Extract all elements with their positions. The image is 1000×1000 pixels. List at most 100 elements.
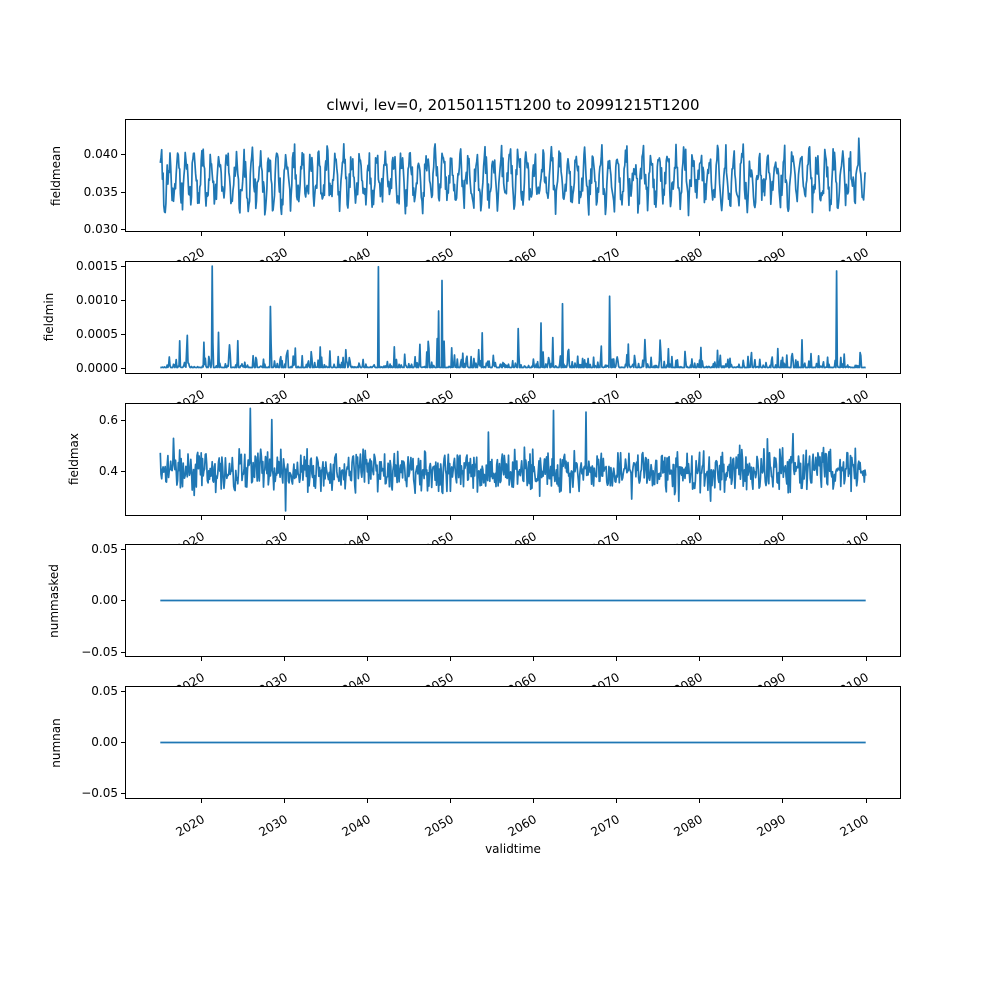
x-tick-label: 2070 [588, 386, 622, 415]
x-tick-mark [782, 232, 784, 236]
y-tick-mark [121, 419, 125, 421]
line-series-fieldmax [159, 407, 867, 512]
x-tick-label: 2080 [671, 245, 705, 273]
x-tick-mark [782, 373, 784, 378]
x-tick-label: 2020 [173, 528, 207, 556]
y-tick-mark [121, 742, 125, 743]
x-tick-label: 2090 [754, 812, 788, 840]
x-tick-label: 2020 [173, 670, 207, 698]
y-tick-mark [121, 191, 125, 193]
x-axis-label: validtime [485, 842, 541, 856]
x-tick-mark [616, 373, 618, 378]
x-tick-mark [699, 232, 701, 236]
y-axis-label-fieldmin: fieldmin [42, 292, 56, 342]
x-tick-label: 2080 [671, 670, 705, 698]
x-tick-mark [284, 515, 286, 520]
x-tick-label: 2030 [256, 245, 290, 273]
y-tick-label: −0.05 [81, 644, 118, 659]
x-tick-mark [367, 657, 369, 662]
y-tick-mark [121, 229, 125, 231]
y-axis-label-fieldmean: fieldmean [49, 145, 63, 206]
x-tick-label: 2100 [837, 528, 872, 556]
x-tick-mark [367, 232, 369, 236]
x-tick-mark [367, 799, 369, 803]
x-tick-label: 2040 [339, 245, 373, 273]
x-tick-mark [284, 799, 286, 803]
x-tick-label: 2070 [588, 670, 622, 698]
x-tick-label: 2040 [339, 528, 373, 556]
y-tick-mark [121, 600, 125, 602]
x-tick-label: 2020 [173, 245, 207, 273]
x-tick-mark [533, 515, 535, 520]
x-tick-mark [616, 232, 618, 236]
line-series-fieldmin [160, 265, 866, 369]
x-tick-label: 2090 [754, 386, 788, 415]
x-tick-mark [699, 515, 701, 520]
x-tick-mark [699, 799, 701, 803]
y-tick-label: 0.05 [91, 683, 118, 698]
x-tick-mark [865, 232, 867, 236]
y-tick-mark [121, 153, 125, 155]
figure-title: clwvi, lev=0, 20150115T1200 to 20991215T… [326, 96, 700, 114]
y-tick-label: 0.0000 [76, 361, 118, 376]
x-tick-label: 2030 [256, 670, 290, 698]
x-tick-mark [450, 799, 452, 803]
y-tick-mark [121, 368, 125, 370]
x-tick-mark [450, 373, 452, 378]
y-tick-label: 0.0005 [76, 327, 118, 342]
y-tick-label: 0.00 [91, 735, 118, 749]
x-tick-mark [367, 373, 369, 378]
x-tick-mark [533, 799, 535, 803]
y-tick-mark [121, 548, 125, 550]
x-tick-mark [201, 515, 202, 520]
y-axis-label-numnan: numnan [49, 717, 63, 768]
x-tick-mark [284, 232, 286, 236]
x-tick-label: 2070 [588, 245, 622, 273]
x-tick-label: 2050 [422, 245, 456, 273]
x-tick-label: 2100 [837, 386, 872, 415]
x-tick-label: 2050 [422, 670, 456, 698]
x-tick-mark [782, 515, 784, 520]
x-tick-label: 2050 [422, 812, 456, 840]
y-tick-label: −0.05 [81, 786, 118, 801]
y-tick-label: 0.0010 [76, 293, 118, 308]
x-tick-mark [865, 799, 867, 803]
y-tick-mark [121, 266, 125, 268]
x-tick-mark [284, 373, 286, 378]
y-tick-label: 0.035 [83, 184, 118, 199]
x-tick-mark [367, 515, 369, 520]
x-tick-mark [201, 373, 202, 378]
x-tick-label: 2060 [505, 812, 539, 840]
x-tick-label: 2060 [505, 245, 539, 273]
y-tick-mark [121, 334, 125, 336]
y-tick-label: 0.00 [91, 593, 118, 608]
x-tick-label: 2060 [505, 528, 539, 556]
x-tick-mark [201, 232, 202, 236]
x-tick-mark [616, 657, 618, 662]
x-tick-label: 2070 [588, 528, 622, 556]
y-axis-label-fieldmax: fieldmax [67, 432, 81, 486]
y-tick-label: 0.040 [83, 146, 118, 161]
x-tick-label: 2060 [505, 386, 539, 415]
x-tick-label: 2030 [256, 386, 290, 415]
y-tick-mark [121, 651, 125, 653]
plot-area-numnan [125, 686, 901, 799]
x-tick-mark [201, 799, 202, 803]
plot-area-fieldmin [125, 260, 901, 374]
x-tick-mark [699, 657, 701, 662]
x-tick-label: 2030 [256, 528, 290, 556]
x-tick-label: 2050 [422, 528, 456, 556]
x-tick-label: 2040 [339, 386, 373, 415]
y-tick-mark [121, 690, 125, 692]
x-tick-label: 2090 [754, 528, 788, 556]
x-tick-mark [450, 657, 452, 662]
x-tick-mark [616, 515, 618, 520]
x-tick-label: 2080 [671, 528, 705, 556]
x-tick-label: 2020 [173, 812, 207, 840]
x-tick-mark [450, 515, 452, 520]
x-tick-mark [865, 657, 867, 662]
x-tick-label: 2080 [671, 812, 705, 840]
y-tick-label: 0.4 [98, 464, 118, 479]
y-axis-label-nummasked: nummasked [47, 563, 61, 638]
